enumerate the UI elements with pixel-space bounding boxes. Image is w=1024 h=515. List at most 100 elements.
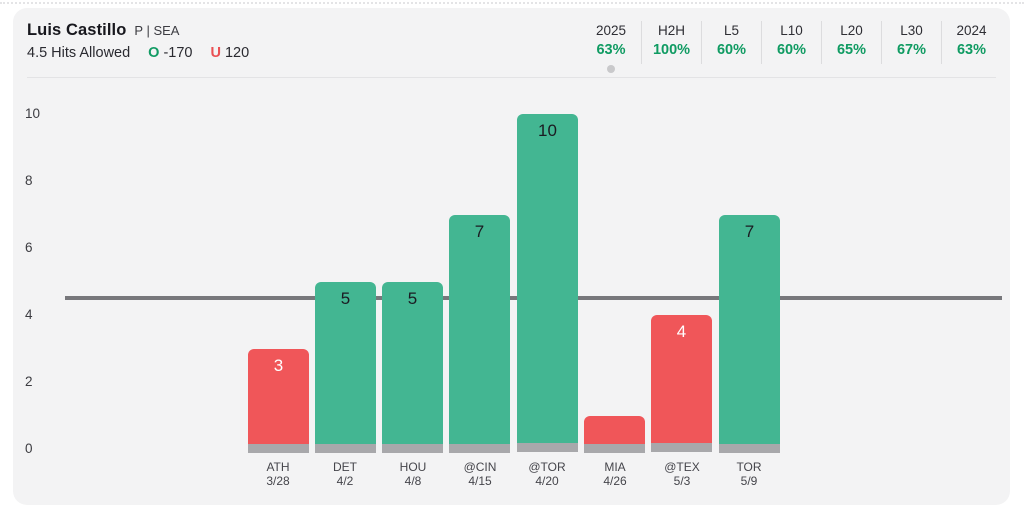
x-axis-opponent: MIA [604,460,626,474]
x-axis-date: 4/15 [468,474,492,488]
bar-base-stub [719,444,780,453]
stat-value: 63% [956,42,987,58]
bar-base-stub [449,444,510,453]
bar-det[interactable]: 5 [315,282,376,453]
y-axis-tick: 8 [25,173,33,188]
stat-label: 2025 [595,23,627,38]
bar-fill-under: 3 [248,349,309,444]
bar-fill-over: 5 [315,282,376,444]
x-axis-date: 5/3 [673,474,691,488]
bar-mia[interactable] [584,416,645,453]
player-position-team: P | SEA [134,23,180,38]
x-axis-opponent: @CIN [463,460,497,474]
stat-label: L30 [900,23,923,38]
x-axis-label: @TEX 5/3 [642,460,722,488]
x-axis-date: 3/28 [266,474,290,488]
stat-value: 65% [836,42,867,58]
prop-row: 4.5 Hits Allowed O -170 U 120 [27,45,249,61]
card-header: Luis Castillo P | SEA 4.5 Hits Allowed O… [13,8,1010,77]
x-axis-label: @CIN 4/15 [440,460,520,488]
stat-column-l30[interactable]: L30 67% [881,21,941,64]
title-row: Luis Castillo P | SEA [27,21,249,40]
bar-value-label: 7 [474,222,485,241]
bar-base-stub [517,443,578,452]
x-axis-opponent: TOR [736,460,762,474]
bar-value-label: 7 [744,222,755,241]
bar-at-cin[interactable]: 7 [449,215,510,453]
stat-label: 2024 [956,23,987,38]
x-axis-label: @TOR 4/20 [507,460,587,488]
x-axis-date: 4/26 [603,474,627,488]
stat-column-2024[interactable]: 2024 63% [941,21,1001,64]
stat-column-l20[interactable]: L20 65% [821,21,881,64]
bar-base-stub [382,444,443,453]
bar-value-label: 5 [340,289,351,308]
under-odds-value: 120 [224,45,250,61]
x-axis-opponent: @TEX [664,460,700,474]
y-axis-tick: 10 [25,106,41,121]
bar-fill-over: 10 [517,114,578,443]
x-axis-opponent: HOU [399,460,427,474]
stat-label: H2H [657,23,685,38]
bar-tor[interactable]: 7 [719,215,780,453]
x-axis-date: 4/8 [404,474,422,488]
bar-fill-under [584,416,645,444]
bar-base-stub [248,444,309,453]
player-info: Luis Castillo P | SEA 4.5 Hits Allowed O… [27,21,249,61]
y-axis-tick: 6 [25,240,33,255]
stats-columns: 2025 63% H2H 100% L5 60% L10 60% L20 65% L30 67% 202… [581,21,1001,73]
bar-at-tor[interactable]: 10 [517,114,578,452]
x-axis-opponent: DET [333,460,357,474]
stat-label: L10 [780,23,803,38]
bar-fill-under: 4 [651,315,712,443]
chart-area: 0 2 4 6 8 10 3 ATH 3/28 5 DET 4/2 5 HOU 4/8 7 @CIN 4/15 10… [13,8,1010,505]
x-axis-label: TOR 5/9 [709,460,789,488]
x-axis-opponent: @TOR [528,460,566,474]
bar-base-stub [651,443,712,452]
x-axis-label: HOU 4/8 [373,460,453,488]
x-axis-date: 5/9 [740,474,758,488]
under-odds-button[interactable]: U 120 [210,45,249,61]
y-axis-tick: 4 [25,307,33,322]
x-axis-date: 4/2 [336,474,354,488]
under-icon: U [210,45,221,61]
y-axis-tick: 2 [25,374,33,389]
bar-value-label: 3 [273,356,284,375]
stat-label: L5 [723,23,740,38]
stat-column-l5[interactable]: L5 60% [701,21,761,64]
x-axis-label: ATH 3/28 [238,460,318,488]
bar-value-label: 5 [407,289,418,308]
over-odds-button[interactable]: O -170 [148,45,192,61]
stat-column-2025[interactable]: 2025 63% [581,21,641,73]
x-axis-opponent: ATH [266,460,290,474]
stat-column-h2h[interactable]: H2H 100% [641,21,701,64]
player-name: Luis Castillo [27,21,127,39]
stat-value: 100% [652,42,691,58]
stat-value: 67% [896,42,927,58]
stat-column-l10[interactable]: L10 60% [761,21,821,64]
stat-value: 60% [716,42,747,58]
y-axis-tick: 0 [25,441,33,456]
active-indicator-dot [607,65,615,73]
bar-at-tex[interactable]: 4 [651,315,712,452]
bar-hou[interactable]: 5 [382,282,443,453]
bar-value-label: 10 [538,121,557,140]
stat-value: 63% [596,42,626,58]
bar-base-stub [315,444,376,453]
prop-line: 4.5 Hits Allowed [27,45,131,61]
over-icon: O [148,45,160,61]
bar-fill-over: 7 [449,215,510,444]
x-axis-label: DET 4/2 [305,460,385,488]
bar-fill-over: 7 [719,215,780,444]
over-odds-value: -170 [163,45,193,61]
top-divider [0,2,1024,4]
bar-ath[interactable]: 3 [248,349,309,453]
stat-value: 60% [776,42,807,58]
player-prop-card: Luis Castillo P | SEA 4.5 Hits Allowed O… [13,8,1010,505]
bar-base-stub [584,444,645,453]
stat-label: L20 [840,23,863,38]
x-axis-date: 4/20 [535,474,559,488]
bar-fill-over: 5 [382,282,443,444]
header-divider [27,77,996,78]
